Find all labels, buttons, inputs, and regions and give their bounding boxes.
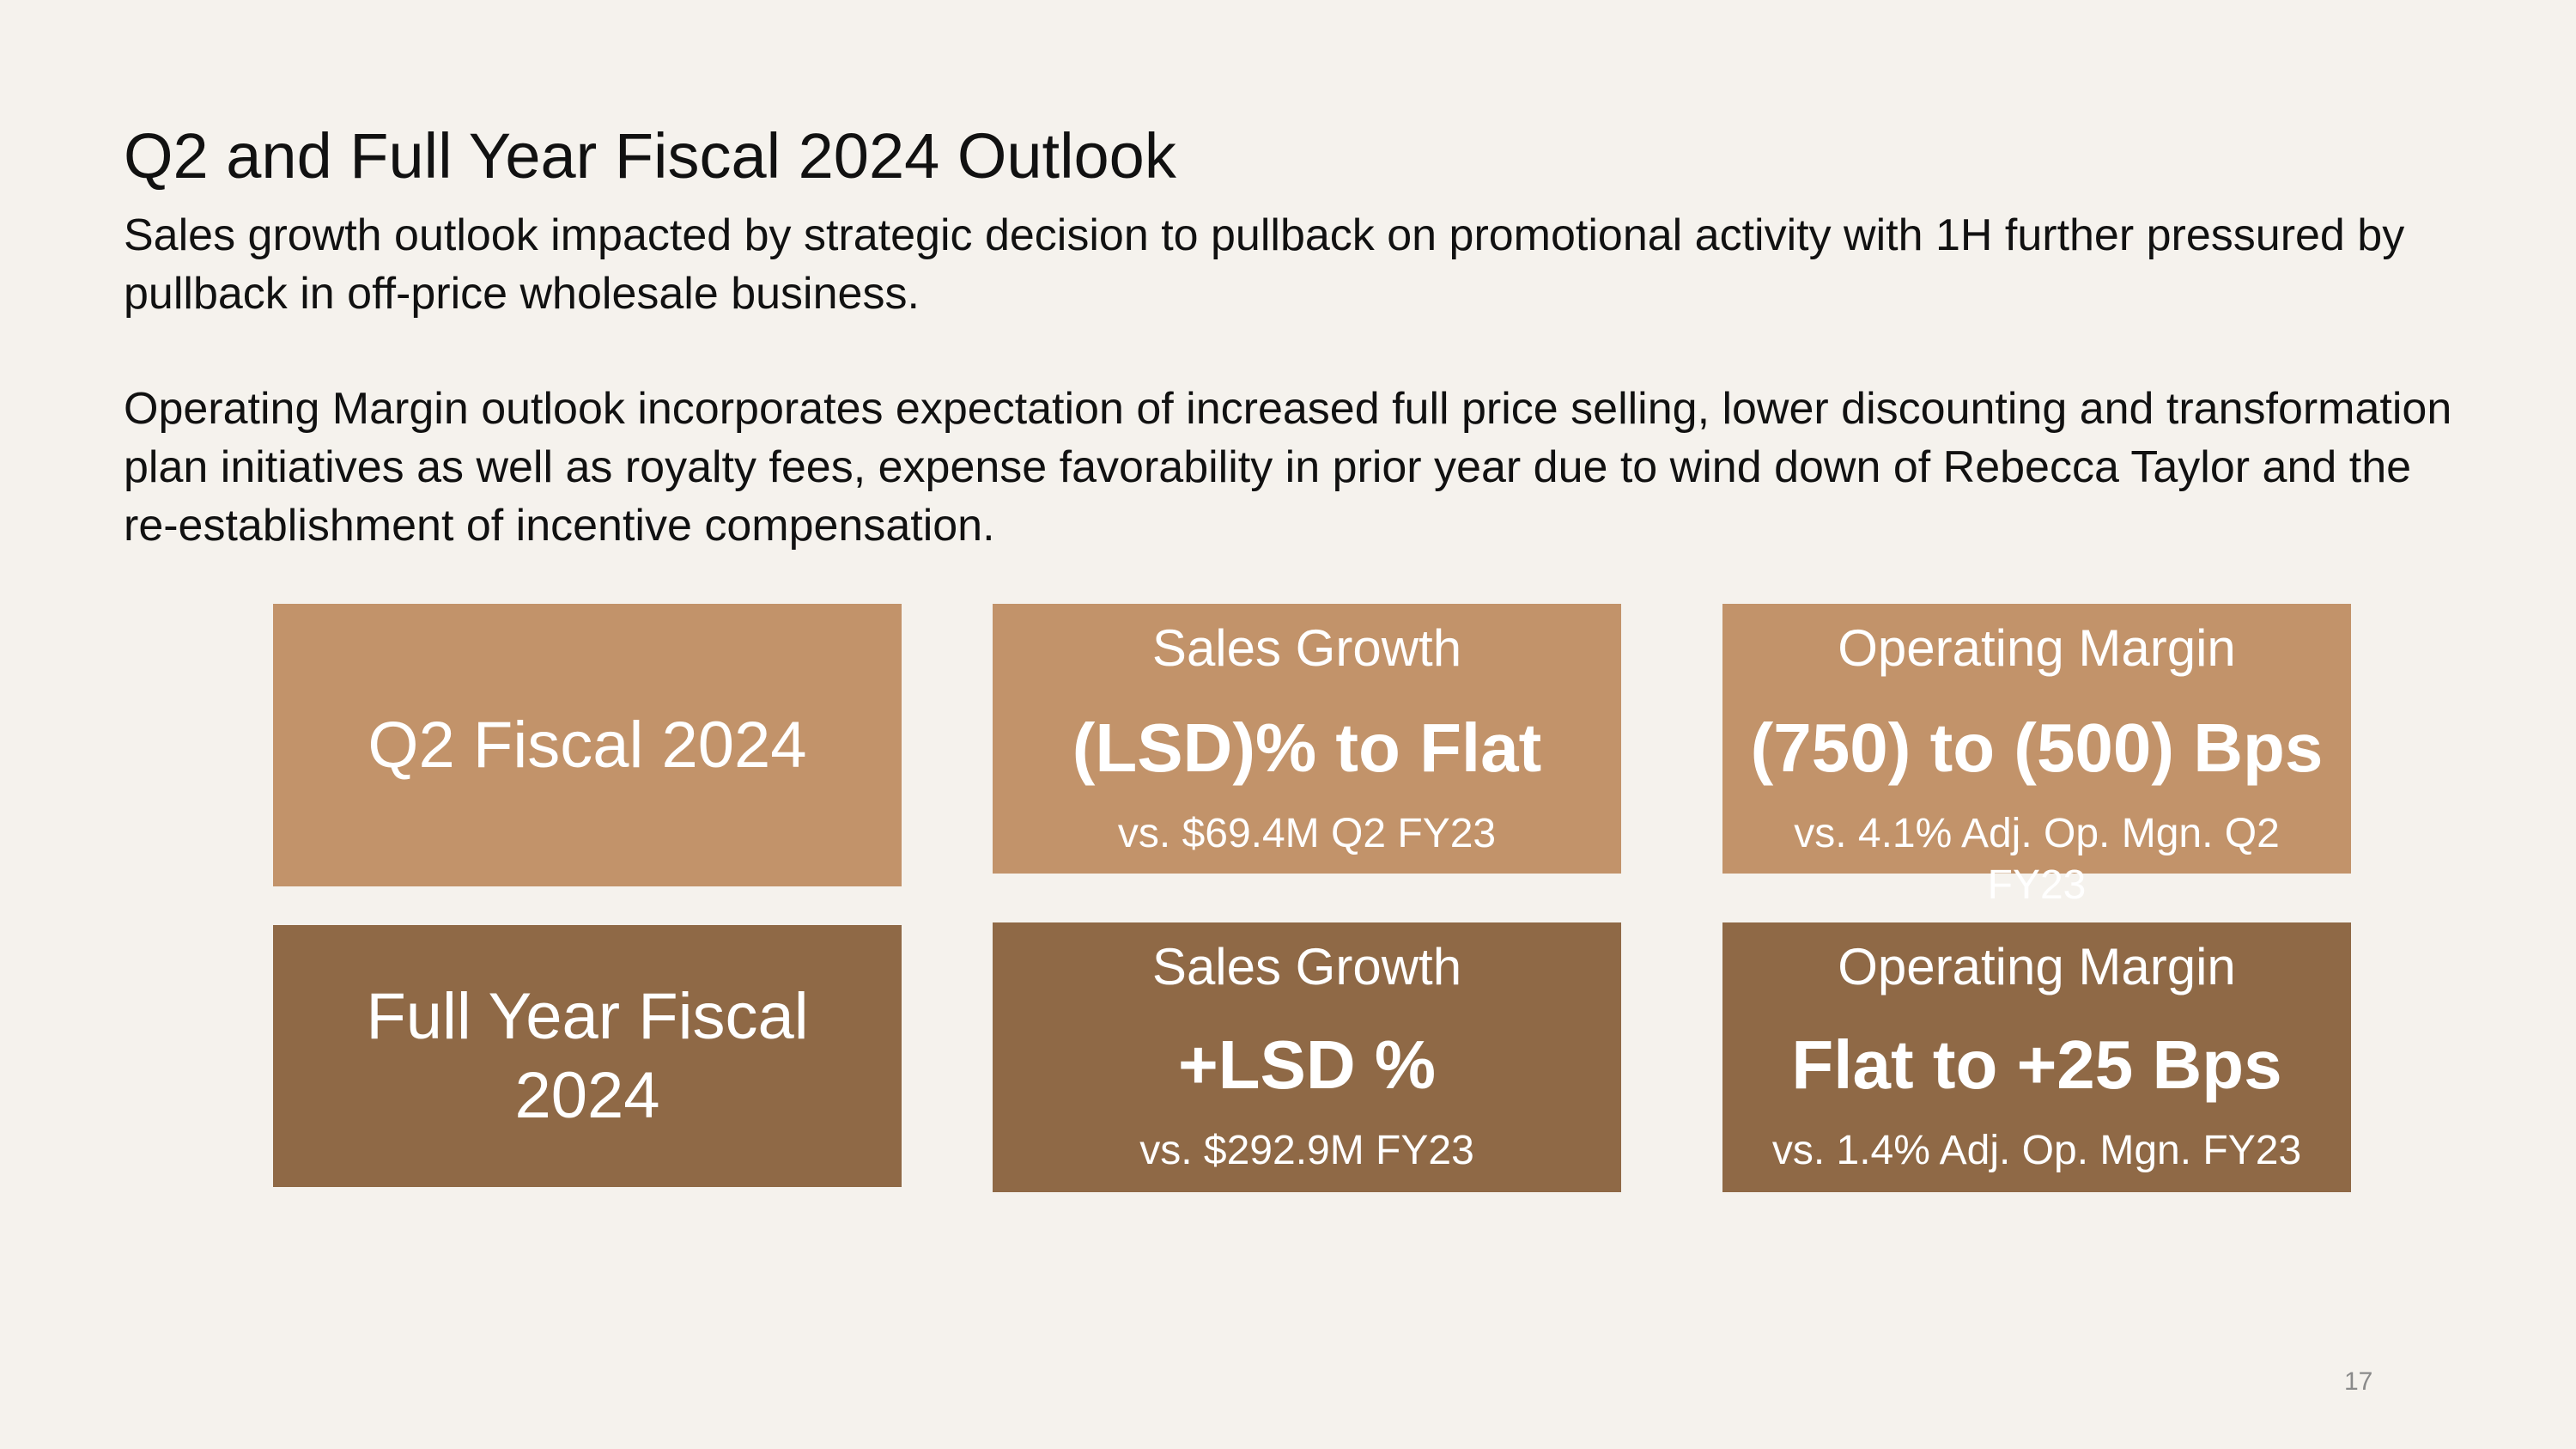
q2-operating-margin-header: Operating Margin (1838, 619, 2236, 677)
q2-sales-growth-box: Sales Growth (LSD)% to Flat vs. $69.4M Q… (993, 604, 1621, 874)
q2-operating-margin-comparison: vs. 4.1% Adj. Op. Mgn. Q2 FY23 (1794, 811, 2280, 908)
q2-fiscal-label: Q2 Fiscal 2024 (368, 708, 807, 782)
fy-operating-margin-header: Operating Margin (1838, 938, 2236, 995)
fy-sales-growth-header: Sales Growth (1151, 938, 1462, 995)
margin-outlook-paragraph: Operating Margin outlook incorporates ex… (124, 384, 2452, 551)
page-number: 17 (2344, 1367, 2373, 1396)
fy-sales-growth-value: +LSD % (1177, 1026, 1437, 1103)
fy-operating-margin-comparison: vs. 1.4% Adj. Op. Mgn. FY23 (1771, 1128, 2302, 1173)
q2-operating-margin-box: Operating Margin (750) to (500) Bps vs. … (1722, 604, 2351, 908)
q2-sales-growth-value: (LSD)% to Flat (1072, 709, 1542, 786)
fy-operating-margin-value: Flat to +25 Bps (1791, 1026, 2282, 1103)
q2-fiscal-label-box: Q2 Fiscal 2024 (273, 604, 902, 886)
q2-sales-growth-header: Sales Growth (1151, 619, 1462, 677)
sales-outlook-paragraph: Sales growth outlook impacted by strateg… (124, 210, 2405, 319)
fy-operating-margin-box: Operating Margin Flat to +25 Bps vs. 1.4… (1722, 922, 2351, 1192)
slide-title: Q2 and Full Year Fiscal 2024 Outlook (124, 120, 1176, 192)
q2-sales-growth-comparison: vs. $69.4M Q2 FY23 (1117, 811, 1497, 856)
fy-sales-growth-comparison: vs. $292.9M FY23 (1139, 1128, 1474, 1173)
q2-operating-margin-value: (750) to (500) Bps (1750, 709, 2324, 786)
full-year-fiscal-label-box: Full Year Fiscal 2024 (273, 925, 902, 1187)
full-year-fiscal-label: Full Year Fiscal 2024 (366, 979, 809, 1132)
fy-sales-growth-box: Sales Growth +LSD % vs. $292.9M FY23 (993, 922, 1621, 1192)
